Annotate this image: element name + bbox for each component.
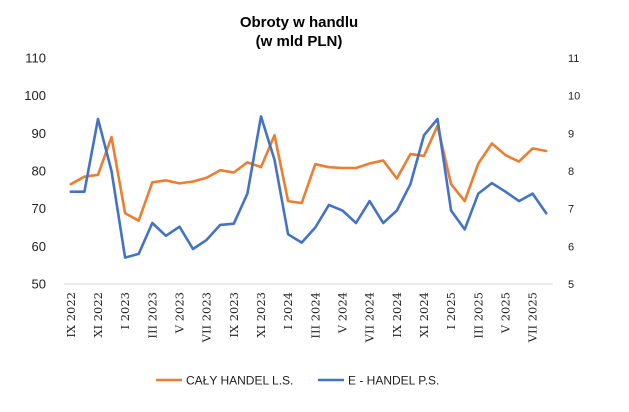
y-left-tick-label: 90 [32,126,46,141]
y-left-tick-label: 50 [32,277,46,292]
x-tick-label: VII 2025 [526,292,540,343]
y-right-tick-label: 10 [568,91,580,103]
y-left-tick-label: 80 [32,164,46,179]
x-tick-label: IX 2023 [227,292,241,338]
x-tick-label: V 2025 [498,292,512,334]
y-left-tick-label: 60 [32,239,46,254]
chart-title: Obroty w handlu [240,14,358,31]
legend-label-2: E - HANDEL P.S. [348,374,439,388]
y-right-tick-label: 9 [568,128,574,140]
x-tick-label: VII 2023 [200,292,214,343]
y-left-tick-label: 100 [24,88,46,103]
x-tick-label: IX 2022 [64,292,78,338]
y-left-tick-label: 110 [25,51,46,66]
x-tick-label: III 2025 [471,292,485,339]
right-axis: 5 6 7 8 9 10 11 [568,53,580,291]
left-axis: 50 60 70 80 90 100 110 [24,51,46,292]
x-tick-label: I 2023 [118,292,132,329]
x-tick-label: III 2024 [308,292,322,339]
chart-subtitle: (w mld PLN) [256,33,343,50]
legend: CAŁY HANDEL L.S. E - HANDEL P.S. [156,374,439,388]
x-tick-label: V 2024 [335,292,349,334]
y-right-tick-label: 6 [568,241,574,253]
series-line-2 [69,115,548,259]
plot-area [69,115,548,259]
x-tick-label: VII 2024 [363,292,377,343]
x-tick-label: I 2024 [281,292,295,329]
x-tick-label: I 2025 [444,292,458,329]
x-tick-label: XI 2022 [91,292,105,338]
series-line-1 [69,124,548,222]
x-axis: IX 2022 XI 2022 I 2023 III 2023 V 2023 VII 20… [64,292,540,343]
x-tick-label: V 2023 [172,292,186,334]
x-tick-label: XI 2023 [254,292,268,338]
y-right-tick-label: 7 [568,204,574,216]
x-tick-label: XI 2024 [417,292,431,338]
y-right-tick-label: 5 [568,279,574,291]
x-tick-label: IX 2024 [390,292,404,338]
y-left-tick-label: 70 [32,201,46,216]
y-right-tick-label: 11 [568,53,579,65]
x-tick-label: III 2023 [145,292,159,339]
legend-label-1: CAŁY HANDEL L.S. [186,374,293,388]
y-right-tick-label: 8 [568,166,574,178]
